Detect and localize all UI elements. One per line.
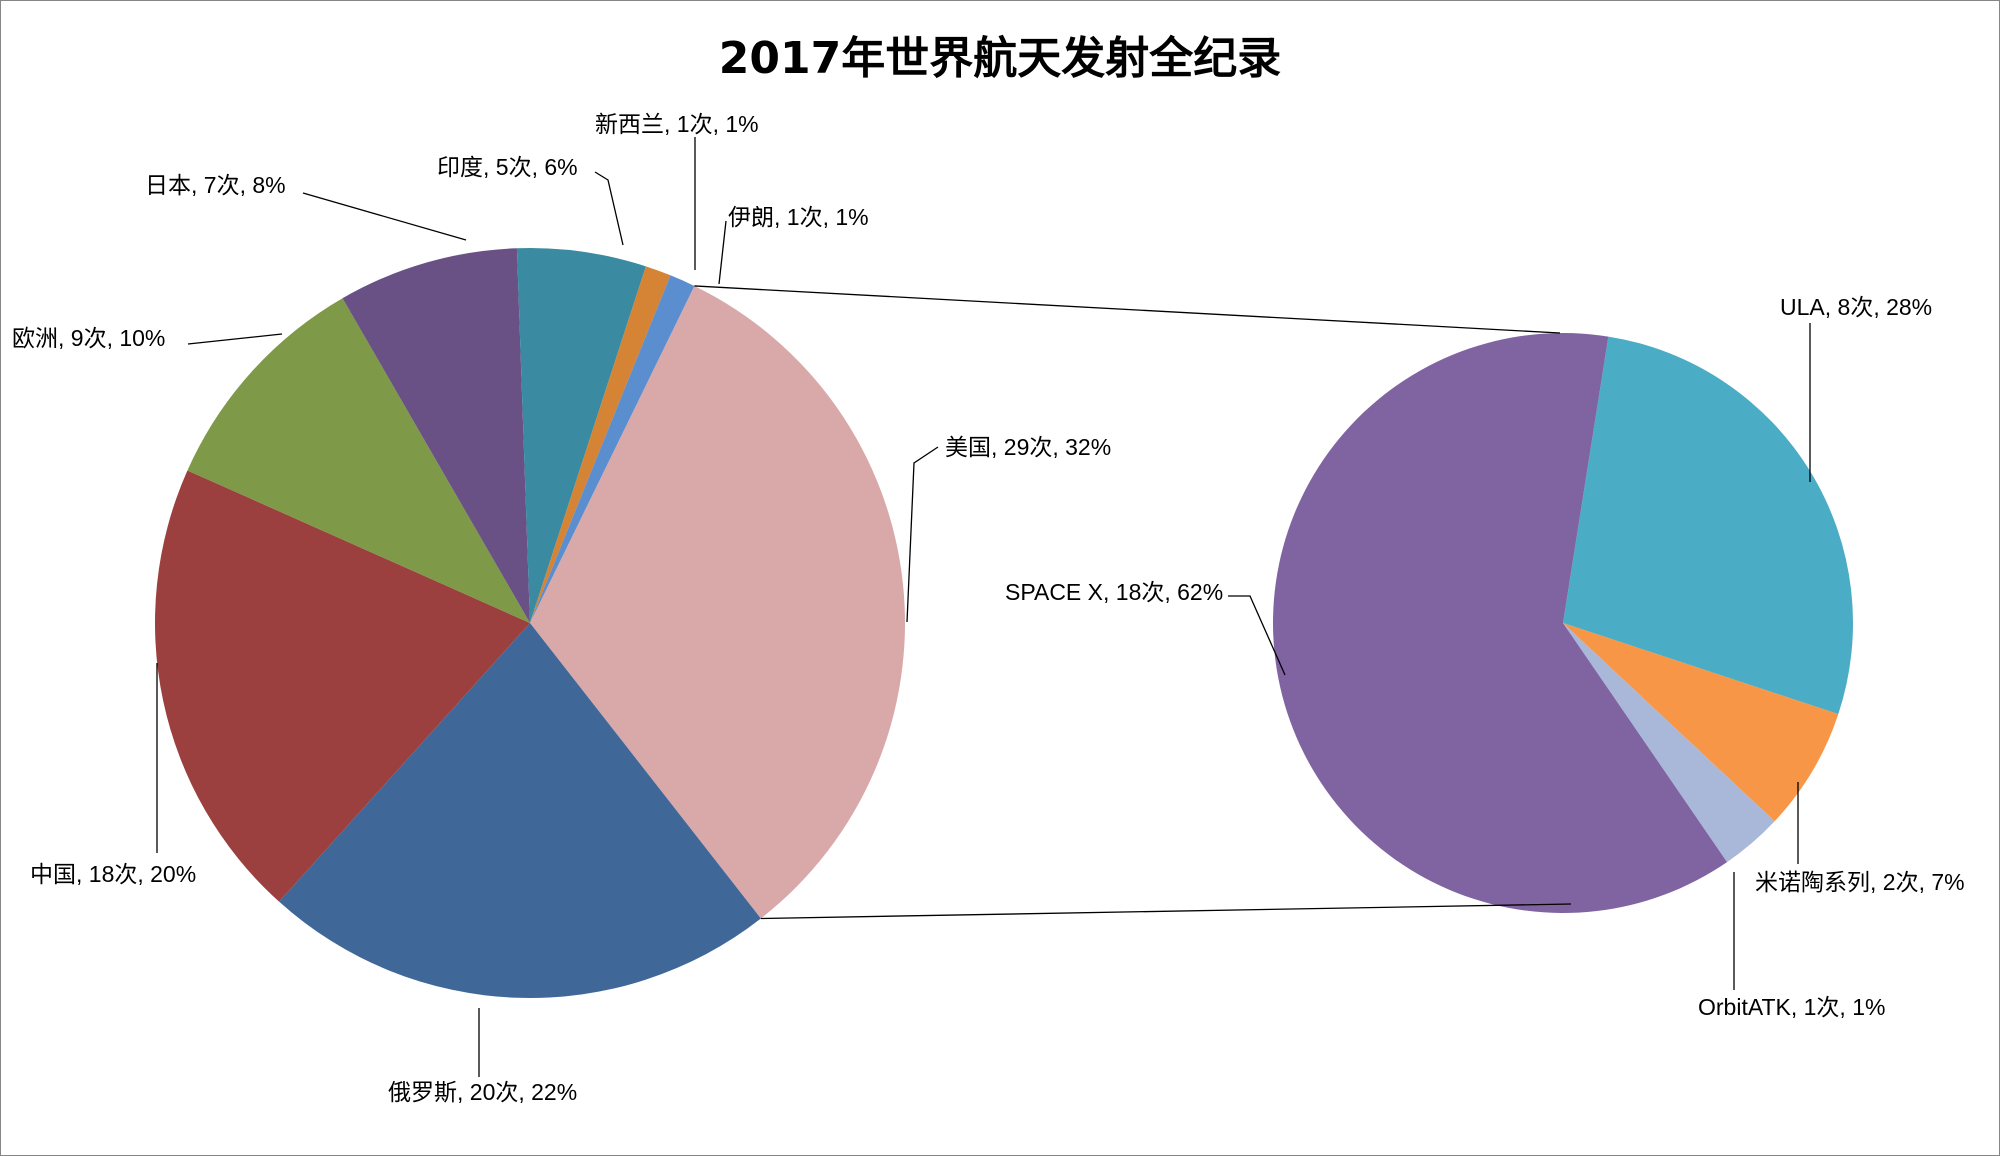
secondary-data-label-3: SPACE X, 18次, 62%	[1005, 579, 1223, 605]
pie-slice-3	[187, 298, 531, 623]
secondary-data-label-1: 米诺陶系列, 2次, 7%	[1755, 869, 1965, 895]
data-label-7: 伊朗, 1次, 1%	[728, 204, 869, 230]
secondary-slice-2	[1563, 623, 1775, 863]
pie-slice-0	[530, 285, 905, 919]
connector-line-top	[694, 285, 1561, 334]
chart-title: 2017年世界航天发射全纪录	[718, 33, 1282, 84]
data-label-1: 俄罗斯, 20次, 22%	[388, 1079, 577, 1105]
leader-line-0	[906, 446, 939, 623]
pie-slice-4	[342, 248, 530, 624]
connector-line-bottom	[760, 903, 1572, 920]
secondary-slice-1	[1563, 623, 1839, 822]
data-label-6: 新西兰, 1次, 1%	[595, 111, 759, 137]
pie-slice-5	[516, 248, 646, 624]
secondary-leader-line-3	[1228, 595, 1286, 676]
secondary-data-label-0: ULA, 8次, 28%	[1780, 294, 1932, 320]
pie-slice-2	[154, 470, 531, 902]
data-label-2: 中国, 18次, 20%	[30, 861, 196, 887]
data-label-3: 欧洲, 9次, 10%	[12, 325, 165, 351]
leader-line-5	[594, 171, 624, 246]
secondary-slice-0	[1563, 336, 1854, 715]
pie-slice-7	[530, 275, 695, 623]
secondary-data-label-2: OrbitATK, 1次, 1%	[1698, 994, 1885, 1020]
leader-line-4	[302, 192, 467, 241]
pie-slice-6	[530, 266, 671, 623]
leader-line-7	[718, 220, 727, 285]
data-label-5: 印度, 5次, 6%	[437, 154, 578, 180]
leader-line-3	[187, 333, 283, 345]
secondary-slice-3	[1272, 332, 1728, 913]
data-label-4: 日本, 7次, 8%	[145, 172, 286, 198]
pie-slice-1	[279, 623, 761, 998]
data-label-0: 美国, 29次, 32%	[945, 434, 1111, 460]
